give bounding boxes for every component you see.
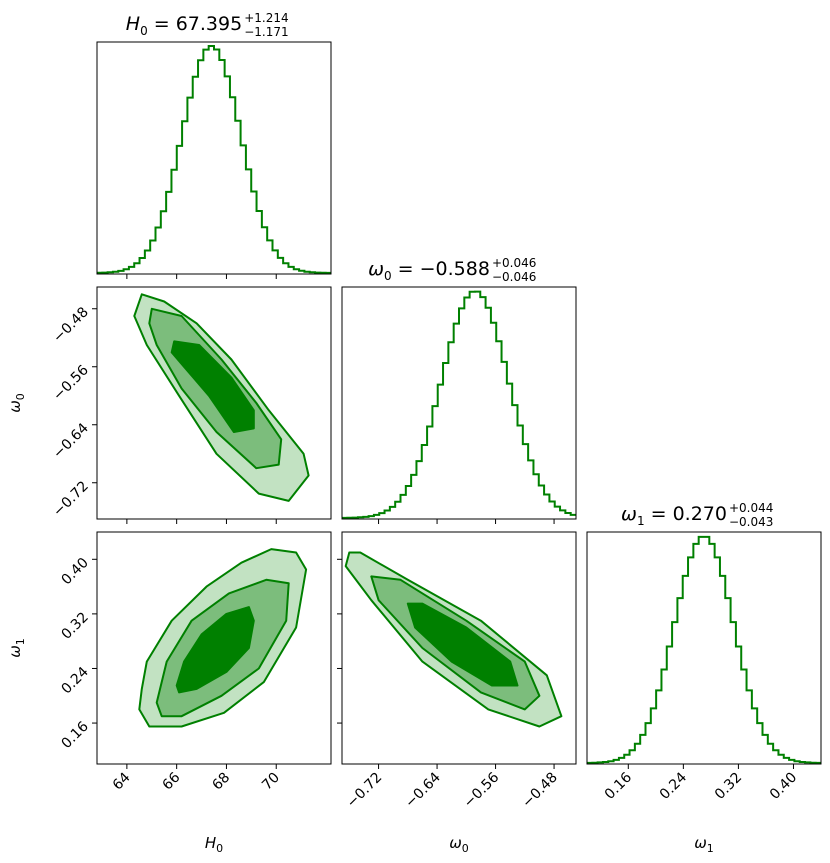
- panel-title: ω0 = −0.588: [368, 258, 490, 283]
- panel-frame: [586, 531, 822, 765]
- histogram-H0: [97, 45, 331, 274]
- contour-level-3: [175, 606, 255, 694]
- panel-title: ω1 = 0.270: [621, 503, 727, 528]
- histogram-ω1: [587, 535, 821, 764]
- title-lower-error: −0.043: [729, 515, 773, 529]
- contour-level-3: [170, 340, 255, 433]
- contour-level-3: [406, 602, 519, 687]
- panel-frame: [96, 286, 332, 520]
- title-lower-error: −1.171: [244, 25, 288, 39]
- panel-frame: [96, 41, 332, 275]
- panel-frame: [96, 531, 332, 765]
- panel-title: H0 = 67.395: [126, 13, 242, 38]
- histogram-ω0: [342, 290, 576, 519]
- panel-frame: [341, 286, 577, 520]
- x-axis-label: ω0: [449, 834, 469, 855]
- panel-frame: [341, 531, 577, 765]
- title-upper-error: +0.046: [492, 256, 536, 270]
- title-upper-error: +0.044: [729, 501, 773, 515]
- title-lower-error: −0.046: [492, 270, 536, 284]
- x-axis-label: H0: [205, 834, 223, 855]
- title-upper-error: +1.214: [244, 11, 288, 25]
- x-axis-label: ω1: [694, 834, 714, 855]
- y-axis-label: ω1: [6, 638, 27, 658]
- y-axis-label: ω0: [6, 393, 27, 413]
